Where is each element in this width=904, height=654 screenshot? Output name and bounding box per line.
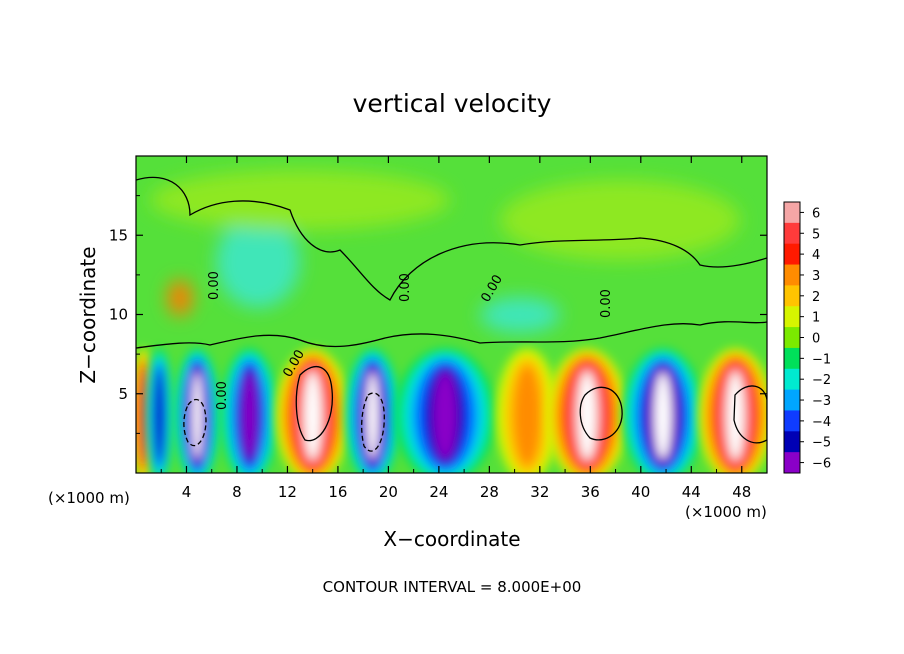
colorbar-swatch <box>784 368 800 391</box>
zero-contour-lower <box>136 321 767 349</box>
contour-lines <box>136 176 767 452</box>
contour-cell-outline <box>733 385 767 444</box>
x-tick-label: 16 <box>328 483 347 501</box>
y-axis-ticks: 5 10 15 <box>109 195 767 434</box>
colorbar-tick-label: 3 <box>812 269 820 284</box>
colorbar-tick-label: −6 <box>812 457 831 472</box>
zero-contour-upper <box>136 176 767 301</box>
velocity-level <box>367 372 379 459</box>
contour-label: 0.00 <box>398 273 413 302</box>
x-tick-label: 28 <box>480 483 499 501</box>
velocity-cell <box>145 348 174 473</box>
velocity-level <box>242 371 257 460</box>
colorbar-tick-label: −2 <box>812 373 831 388</box>
velocity-cell <box>174 348 221 473</box>
colorbar-swatch <box>784 431 800 453</box>
colorbar-tick-label: 0 <box>812 332 820 347</box>
x-tick-label: 4 <box>182 483 192 501</box>
colorbar-swatch <box>784 264 800 286</box>
x-unit-label: (×1000 m) <box>48 489 130 507</box>
colorbar-tick-label: 1 <box>812 311 820 326</box>
colorbar-swatch <box>784 222 800 245</box>
colorbar: 6 5 4 3 2 1 0 −1 −2 −3 −4 −5 −6 <box>783 201 831 474</box>
velocity-level <box>513 365 541 466</box>
colorbar-tick-label: 4 <box>812 248 820 263</box>
velocity-field-upper <box>150 170 740 333</box>
velocity-level <box>305 372 321 459</box>
velocity-cell <box>220 348 279 473</box>
upper-green-band <box>150 170 450 230</box>
y-tick-label: 5 <box>118 385 128 403</box>
colorbar-swatch <box>784 347 800 370</box>
colorbar-swatch <box>784 243 800 266</box>
y-tick-label: 15 <box>109 226 128 244</box>
colorbar-swatch <box>784 327 800 349</box>
x-tick-label: 36 <box>581 483 600 501</box>
colorbar-swatch <box>784 285 800 307</box>
contour-cell-outline-dashed <box>183 398 207 447</box>
colorbar-swatch <box>784 389 800 411</box>
contour-label: 0.00 <box>207 271 222 300</box>
velocity-level <box>155 370 164 461</box>
x-tick-label: 8 <box>232 483 242 501</box>
plot-area <box>136 156 767 473</box>
colorbar-swatch <box>784 202 800 224</box>
colorbar-tick-label: 2 <box>812 290 820 305</box>
upper-cyan-patch <box>216 216 300 308</box>
colorbar-tick-label: −3 <box>812 394 831 409</box>
x-tick-label: 48 <box>732 483 751 501</box>
x-tick-label: 24 <box>429 483 448 501</box>
chart-title: vertical velocity <box>353 89 552 118</box>
velocity-cell <box>495 348 559 473</box>
x-axis-ticks: 4 8 12 16 20 24 28 32 36 40 44 48 <box>160 156 751 501</box>
x-tick-label: 40 <box>631 483 650 501</box>
colorbar-tick-label: 5 <box>812 227 820 242</box>
velocity-level <box>579 372 596 459</box>
velocity-cell <box>344 348 401 473</box>
colorbar-swatch <box>784 410 800 432</box>
velocity-cell <box>275 348 351 473</box>
colorbar-tick-label: 6 <box>812 206 820 221</box>
velocity-field-lower <box>136 348 767 473</box>
colorbar-tick-label: −4 <box>812 415 831 430</box>
velocity-cell <box>546 348 628 473</box>
contour-cell-outline-dashed <box>361 392 385 452</box>
velocity-level <box>654 372 672 459</box>
upper-green-band <box>500 180 740 260</box>
velocity-level <box>192 372 202 459</box>
x-tick-label: 20 <box>379 483 398 501</box>
colorbar-tick-label: −5 <box>812 436 831 451</box>
colorbar-tick-label: −1 <box>812 352 831 367</box>
y-axis-label: Z−coordinate <box>76 246 100 383</box>
velocity-level <box>727 372 743 459</box>
velocity-level <box>433 371 457 460</box>
velocity-cell <box>395 348 496 473</box>
contour-interval-text: CONTOUR INTERVAL = 8.000E+00 <box>323 578 582 596</box>
colorbar-frame <box>783 201 801 474</box>
velocity-cell <box>697 348 767 473</box>
z-unit-label: (×1000 m) <box>685 503 767 521</box>
colorbar-swatch <box>784 306 800 328</box>
upper-warm-cell <box>168 280 192 316</box>
velocity-level <box>139 370 148 461</box>
y-tick-label: 10 <box>109 306 128 324</box>
x-tick-label: 32 <box>530 483 549 501</box>
x-tick-label: 44 <box>682 483 701 501</box>
contour-cell-outline <box>579 386 623 441</box>
contour-cell-outline <box>295 365 334 442</box>
upper-cyan-patch <box>480 297 560 333</box>
contour-label: 0.00 <box>215 381 230 410</box>
colorbar-swatch <box>784 452 800 474</box>
contour-label: 0.00 <box>599 289 614 318</box>
x-tick-label: 12 <box>278 483 297 501</box>
velocity-cell <box>622 348 704 473</box>
x-axis-label: X−coordinate <box>383 527 520 551</box>
